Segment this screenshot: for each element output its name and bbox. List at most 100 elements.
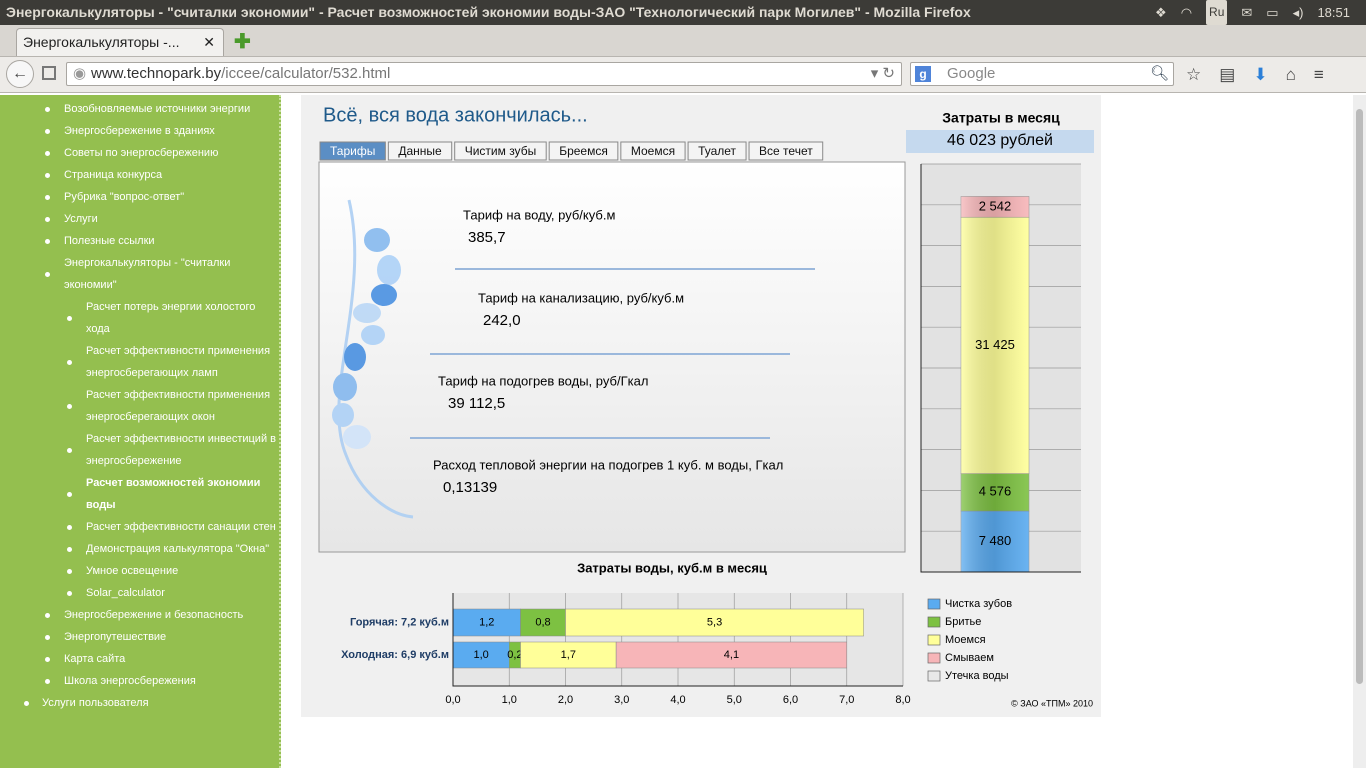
bookmark-star[interactable]: ☆ xyxy=(1186,65,1202,84)
wifi-icon: ◠ xyxy=(1180,5,1193,20)
legend-label: Чистка зубов xyxy=(945,598,1012,610)
keyboard-layout[interactable]: Ru xyxy=(1206,0,1228,25)
url-bar[interactable]: ◉ www.technopark.by/iccee/calculator/532.… xyxy=(66,62,902,86)
category-label: Холодная: 6,9 куб.м xyxy=(341,649,449,661)
tab-bar: Энергокалькуляторы -... ✕ ✚ xyxy=(0,25,1366,57)
back-button[interactable]: ← xyxy=(6,60,34,88)
bullet xyxy=(67,546,72,552)
x-tick-label: 0,0 xyxy=(445,694,460,706)
water-chart-title: Затраты воды, куб.м в месяц xyxy=(577,560,767,575)
sidebar-link[interactable]: Школа энергосбережения xyxy=(64,675,196,687)
calc-tab-label: Туалет xyxy=(698,144,736,158)
calc-tab-label: Моемся xyxy=(631,144,675,158)
water-label: 1,2 xyxy=(479,616,494,628)
sidebar-item: Возобновляемые источники энергии xyxy=(0,98,279,120)
sidebar-link[interactable]: Полезные ссылки xyxy=(64,235,155,247)
decoration xyxy=(332,199,414,519)
calc-tab[interactable] xyxy=(748,141,824,161)
calc-tab[interactable] xyxy=(454,141,547,161)
sidebar-item: Расчет эффективности санации стен xyxy=(0,516,279,538)
bullet xyxy=(67,447,72,453)
x-tick-label: 7,0 xyxy=(839,694,854,706)
sidebar-link[interactable]: Рубрика "вопрос-ответ" xyxy=(64,191,185,203)
scroll-thumb[interactable] xyxy=(1356,109,1363,684)
sidebar-link[interactable]: Solar_calculator xyxy=(86,587,165,599)
calculator: Всё, вся вода закончилась... Тарифы Данны… xyxy=(301,95,1101,717)
calc-tab-label: Данные xyxy=(398,144,442,158)
window-titlebar: Энергокалькуляторы - "считалки экономии"… xyxy=(0,0,1366,25)
legend-swatch xyxy=(927,616,941,628)
sidebar-link[interactable]: Энергокалькуляторы - "считалки экономии" xyxy=(64,257,231,291)
water-label: 0,2 xyxy=(507,649,522,661)
calc-tab[interactable] xyxy=(620,141,686,161)
sidebar-link[interactable]: Услуги xyxy=(64,213,98,225)
sidebar-item: Расчет эффективности инвестиций в энерго… xyxy=(0,428,279,472)
water-label: 5,3 xyxy=(707,616,722,628)
browser-tab[interactable]: Энергокалькуляторы -... ✕ xyxy=(16,28,224,56)
reload-icon[interactable]: ▾ ↻ xyxy=(870,65,895,82)
calc-tab[interactable] xyxy=(319,141,386,161)
x-tick-label: 4,0 xyxy=(670,694,685,706)
sidebar-item: Школа энергосбережения xyxy=(0,670,279,692)
search-box[interactable]: g Google 🔍︎ xyxy=(910,62,1174,86)
url-path: /iccee/calculator/532.html xyxy=(221,65,391,82)
water-label: 1,7 xyxy=(561,649,576,661)
new-tab-button[interactable]: ✚ xyxy=(234,31,251,53)
sidebar-link[interactable]: Страница конкурса xyxy=(64,169,163,181)
sidebar-link[interactable]: Энергопутешествие xyxy=(64,631,167,643)
legend-swatch xyxy=(927,598,941,610)
sidebar-item: Страница конкурса xyxy=(0,164,279,186)
sidebar-link[interactable]: Энергосбережение и безопасность xyxy=(64,609,244,621)
sidebar-item: Solar_calculator xyxy=(0,582,279,604)
sidebar-link[interactable]: Расчет потерь энергии холостого хода xyxy=(86,301,256,335)
copyright: © ЗАО «ТПМ» 2010 xyxy=(1011,698,1093,708)
scrollbar[interactable] xyxy=(1353,95,1366,768)
home[interactable]: ⌂ xyxy=(1285,65,1296,84)
sidebar-item: Расчет эффективности применения энергосб… xyxy=(0,340,279,384)
sidebar-link[interactable]: Возобновляемые источники энергии xyxy=(64,103,251,115)
sidebar-link[interactable]: Энергосбережение в зданиях xyxy=(64,125,215,137)
legend-swatch xyxy=(927,670,941,682)
sidebar-link[interactable]: Умное освещение xyxy=(86,565,179,577)
category-label: Горячая: 7,2 куб.м xyxy=(350,616,449,628)
downloads[interactable]: ⬇ xyxy=(1253,65,1268,84)
search-icon[interactable]: 🔍︎ xyxy=(1149,65,1169,82)
bullet xyxy=(45,656,50,662)
bullet xyxy=(45,150,50,156)
sidebar-link[interactable]: Карта сайта xyxy=(64,653,126,665)
field-value: 385,7 xyxy=(468,229,506,246)
sidebar-link[interactable]: Расчет эффективности применения энергосб… xyxy=(86,389,271,423)
legend-label: Бритье xyxy=(945,616,981,628)
sidebar-link[interactable]: Расчет эффективности инвестиций в энерго… xyxy=(86,433,276,467)
total-box xyxy=(906,130,1094,153)
menu[interactable]: ≡ xyxy=(1313,65,1324,84)
mail-icon: ✉ xyxy=(1241,5,1253,20)
sidebar-link[interactable]: Советы по энергосбережению xyxy=(64,147,219,159)
bullet xyxy=(45,238,50,244)
x-tick-label: 3,0 xyxy=(614,694,629,706)
segment-shade xyxy=(961,196,1029,218)
sidebar-link[interactable]: Расчет эффективности санации стен xyxy=(86,521,276,533)
volume-icon: ◂) xyxy=(1292,5,1304,20)
water-segment xyxy=(565,608,864,637)
bullet xyxy=(67,491,72,497)
window-title: Энергокалькуляторы - "считалки экономии"… xyxy=(6,4,971,20)
segment-shade xyxy=(961,473,1029,511)
calc-tab-label: Бреемся xyxy=(559,144,608,158)
calc-tab[interactable] xyxy=(387,141,453,161)
calc-tab[interactable] xyxy=(687,141,747,161)
sidebar-item: Демонстрация калькулятора "Окна" xyxy=(0,538,279,560)
calc-tab[interactable] xyxy=(548,141,619,161)
sidebar-link[interactable]: Демонстрация калькулятора "Окна" xyxy=(86,543,270,555)
tab-close[interactable]: ✕ xyxy=(203,34,215,50)
sidebar-item: Рубрика "вопрос-ответ" xyxy=(0,186,279,208)
sidebar-link[interactable]: Расчет возможностей экономии воды xyxy=(86,477,261,511)
segment-shade xyxy=(961,510,1029,572)
sidebar-link[interactable]: Расчет эффективности применения энергосб… xyxy=(86,345,271,379)
bullet xyxy=(67,359,72,365)
bullet xyxy=(67,315,72,321)
bookmarks[interactable]: ▤ xyxy=(1219,65,1236,84)
sidebar-link[interactable]: Услуги пользователя xyxy=(42,697,149,709)
legend-swatch xyxy=(927,634,941,646)
field-value: 242,0 xyxy=(483,312,521,329)
